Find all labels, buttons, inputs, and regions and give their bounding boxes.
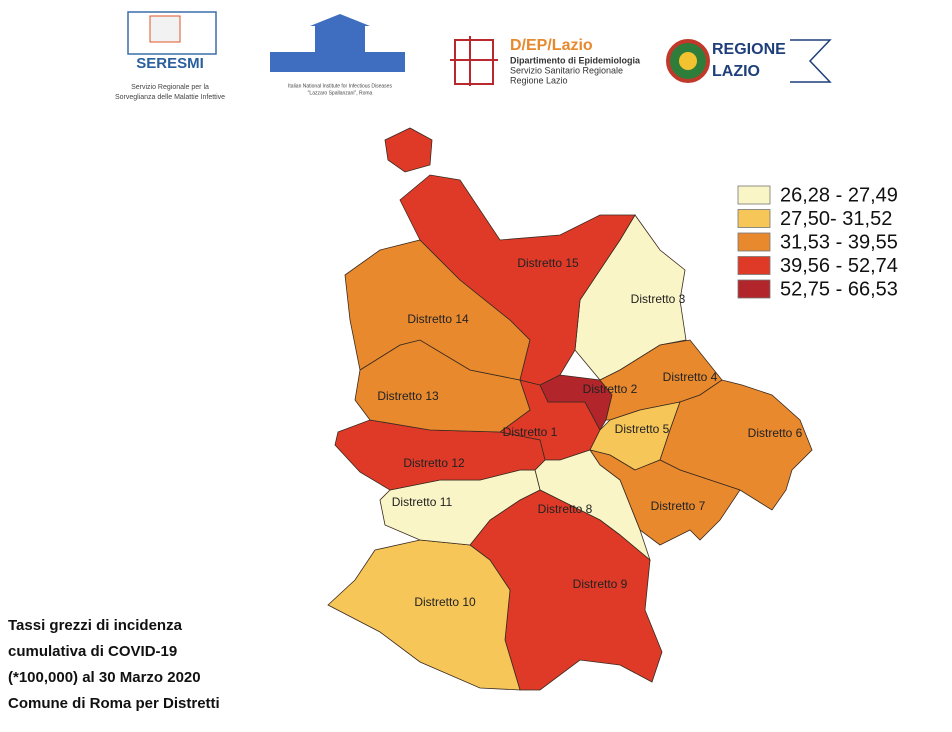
legend-swatch — [737, 232, 771, 252]
regione-lazio-logo: REGIONE LAZIO — [666, 39, 832, 83]
district-label: Distretto 5 — [615, 422, 670, 436]
caption-line: (*100,000) al 30 Marzo 2020 — [8, 669, 201, 686]
logo-text: "Lazzaro Spallanzani", Roma — [308, 90, 373, 96]
logo-text: REGIONE — [712, 41, 786, 58]
logo-text: Sorveglianza delle Malattie Infettive — [115, 94, 225, 101]
district-label: Distretto 4 — [663, 370, 718, 384]
dep-lazio-logo: D/EP/Lazio Dipartimento di Epidemiologia… — [450, 36, 641, 86]
logo-text: Servizio Regionale per la — [131, 84, 209, 91]
district-label: Distretto 12 — [403, 456, 465, 470]
district-map: Distretto 1 Distretto 2 Distretto 3 Distret… — [327, 127, 813, 691]
logo-title: D/EP/Lazio — [510, 37, 593, 54]
logo-text: Italian National Institute for Infectiou… — [288, 83, 392, 89]
district-label: Distretto 3 — [631, 292, 686, 306]
district-label: Distretto 9 — [573, 577, 628, 591]
logo-text: Dipartimento di Epidemiologia — [510, 55, 641, 65]
district-label: Distretto 11 — [392, 495, 453, 509]
logo-icon — [149, 15, 181, 43]
seresmi-logo: SERESMI Servizio Regionale per la Sorveg… — [115, 11, 225, 101]
logo-title: SERESMI — [136, 55, 204, 72]
logo-frame — [127, 11, 217, 55]
logo-building — [315, 24, 365, 54]
district-label: Distretto 8 — [538, 502, 593, 516]
legend-label: 27,50- 31,52 — [780, 208, 892, 230]
legend-label: 39,56 - 52,74 — [780, 255, 898, 277]
district-label: Distretto 10 — [414, 595, 476, 609]
legend-swatch — [737, 185, 771, 205]
spallanzani-logo: Italian National Institute for Infectiou… — [270, 14, 405, 96]
district-island — [384, 127, 433, 173]
caption-line: Tassi grezzi di incidenza — [8, 617, 183, 634]
logo-text: Servizio Sanitario Regionale — [510, 65, 623, 75]
legend-swatch — [737, 279, 771, 299]
district-label: Distretto 1 — [503, 425, 558, 439]
logo-icon — [454, 39, 494, 85]
legend-swatch — [737, 209, 771, 228]
district-label: Distretto 13 — [377, 389, 439, 403]
logo-roof — [310, 14, 370, 26]
legend-label: 26,28 - 27,49 — [780, 184, 898, 206]
district-label: Distretto 6 — [748, 426, 803, 440]
legend-label: 31,53 - 39,55 — [780, 231, 898, 253]
logo-lines — [790, 39, 832, 83]
district-label: Distretto 15 — [517, 256, 579, 270]
logo-emblem — [679, 52, 697, 70]
legend-label: 52,75 - 66,53 — [780, 278, 898, 300]
district-area — [399, 174, 636, 386]
logo-text: Regione Lazio — [510, 75, 568, 85]
district-label: Distretto 7 — [651, 499, 706, 513]
caption-line: Comune di Roma per Distretti — [8, 695, 220, 712]
caption-line: cumulativa di COVID-19 — [8, 643, 177, 660]
district-label: Distretto 2 — [583, 382, 638, 396]
legend-swatch — [737, 256, 771, 275]
caption: Tassi grezzi di incidenza cumulativa di C… — [8, 617, 220, 712]
logo-building — [270, 52, 405, 72]
district-label: Distretto 14 — [407, 312, 469, 326]
logo-text: LAZIO — [712, 63, 760, 80]
